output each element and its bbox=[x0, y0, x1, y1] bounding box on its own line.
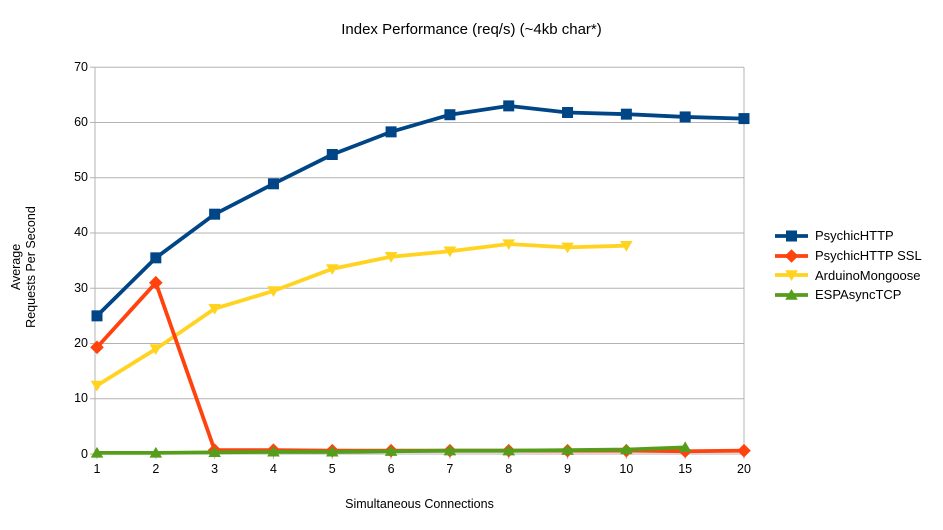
marker-triangle-up bbox=[620, 443, 633, 455]
x-tick-label: 20 bbox=[737, 462, 751, 476]
y-tick-label: 40 bbox=[74, 225, 88, 240]
y-tick-label: 20 bbox=[74, 335, 88, 350]
marker-triangle-down bbox=[325, 264, 339, 275]
marker-diamond bbox=[784, 248, 799, 263]
marker-triangle-up bbox=[90, 446, 104, 458]
triangle-down-legend-icon bbox=[775, 268, 811, 282]
marker-triangle-up bbox=[208, 446, 221, 458]
marker-triangle-down bbox=[620, 240, 633, 252]
marker-triangle-down bbox=[785, 270, 798, 282]
marker-square bbox=[786, 230, 797, 242]
y-tick-label: 10 bbox=[74, 391, 88, 406]
y-tick-label: 30 bbox=[74, 280, 88, 295]
x-tick-label: 10 bbox=[619, 462, 634, 476]
y-axis-title: Average Requests Per Second bbox=[9, 206, 38, 328]
marker-square bbox=[620, 108, 632, 120]
marker-triangle-up bbox=[561, 444, 574, 455]
legend-label: ESPAsyncTCP bbox=[815, 287, 902, 303]
series-line-psychichttp-ssl bbox=[95, 279, 745, 454]
marker-triangle-up bbox=[325, 445, 339, 457]
marker-triangle-up bbox=[443, 444, 457, 456]
legend-label: ArduinoMongoose bbox=[815, 267, 921, 283]
marker-triangle-down bbox=[90, 380, 104, 392]
y-tick-label: 50 bbox=[74, 170, 88, 185]
series-line-psychichttp bbox=[95, 103, 745, 318]
marker-diamond bbox=[90, 340, 104, 355]
legend-label: PsychicHTTP SSL bbox=[815, 248, 922, 264]
legend-item: ESPAsyncTCP bbox=[775, 285, 922, 305]
marker-square bbox=[444, 109, 456, 121]
marker-square bbox=[150, 252, 162, 264]
marker-triangle-up bbox=[149, 446, 163, 458]
marker-square bbox=[679, 111, 691, 123]
marker-triangle-down bbox=[502, 239, 516, 251]
x-tick-label: 7 bbox=[446, 462, 454, 476]
marker-triangle-up bbox=[678, 441, 692, 453]
marker-triangle-up bbox=[384, 445, 398, 456]
marker-triangle-up bbox=[267, 445, 280, 457]
series-line-arduinomongoose bbox=[95, 242, 627, 388]
marker-triangle-up bbox=[785, 288, 798, 300]
x-tick-label: 8 bbox=[505, 462, 513, 476]
marker-square bbox=[385, 126, 397, 138]
marker-diamond bbox=[149, 275, 163, 290]
y-tick-label: 0 bbox=[81, 446, 88, 461]
marker-triangle-down bbox=[208, 303, 221, 315]
y-tick-label: 60 bbox=[74, 114, 88, 129]
marker-triangle-down bbox=[149, 344, 163, 356]
legend-item: ArduinoMongoose bbox=[775, 265, 922, 285]
x-tick-label: 6 bbox=[387, 462, 395, 476]
marker-square bbox=[503, 100, 515, 112]
x-tick-label: 9 bbox=[564, 462, 571, 476]
marker-diamond bbox=[737, 443, 751, 458]
marker-square bbox=[738, 113, 750, 125]
x-tick-label: 4 bbox=[269, 462, 277, 476]
chart-title: Index Performance (req/s) (~4kb char*) bbox=[341, 21, 602, 38]
marker-square bbox=[326, 149, 338, 161]
marker-triangle-up bbox=[502, 444, 516, 456]
diamond-legend-icon bbox=[775, 248, 811, 263]
x-tick-label: 5 bbox=[328, 462, 336, 476]
marker-square bbox=[209, 208, 221, 220]
square-legend-icon bbox=[775, 229, 811, 243]
legend-label: PsychicHTTP bbox=[815, 228, 894, 244]
marker-square bbox=[91, 310, 103, 322]
marker-triangle-down bbox=[384, 252, 398, 263]
marker-triangle-down bbox=[561, 242, 574, 254]
x-tick-label: 3 bbox=[211, 462, 219, 476]
x-axis-title: Simultaneous Connections bbox=[345, 497, 494, 511]
y-tick-label: 70 bbox=[74, 59, 88, 74]
marker-triangle-down bbox=[443, 246, 457, 258]
marker-square bbox=[267, 178, 279, 190]
legend-item: PsychicHTTP SSL bbox=[775, 246, 922, 266]
triangle-up-legend-icon bbox=[775, 288, 811, 302]
x-tick-label: 1 bbox=[93, 462, 101, 476]
x-tick-label: 2 bbox=[152, 462, 160, 476]
x-tick-label: 15 bbox=[678, 462, 693, 476]
legend: PsychicHTTP PsychicHTTP SSL ArduinoMongoos… bbox=[775, 226, 922, 305]
marker-triangle-down bbox=[267, 286, 280, 297]
legend-item: PsychicHTTP bbox=[775, 226, 922, 246]
marker-square bbox=[562, 107, 574, 119]
